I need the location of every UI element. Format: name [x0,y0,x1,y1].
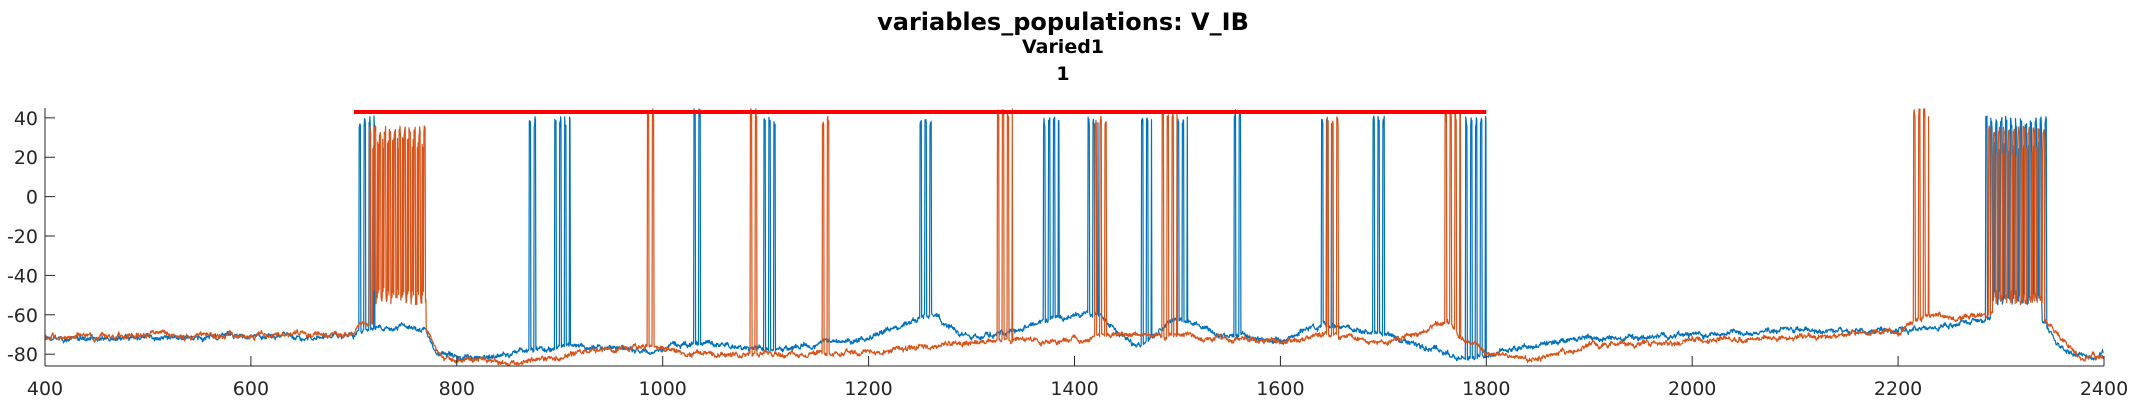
chart-subtitle-value: 1 [1056,63,1069,85]
x-tick-label: 1200 [844,378,892,400]
y-tick-label: 40 [14,108,38,130]
x-tick-label: 800 [439,378,475,400]
y-tick-label: 0 [26,187,38,209]
y-tick-label: -40 [7,265,38,287]
x-tick-label: 2200 [1874,378,1922,400]
y-tick-label: -80 [7,344,38,366]
x-tick-label: 1400 [1050,378,1098,400]
y-tick-label: -60 [7,305,38,327]
x-tick-label: 2400 [2080,378,2128,400]
x-tick-label: 1600 [1256,378,1304,400]
x-tick-label: 2000 [1668,378,1716,400]
x-tick-label: 400 [27,378,63,400]
series-line-2 [44,108,2105,366]
series-layer [44,108,2105,366]
x-tick-label: 600 [233,378,269,400]
x-tick-label: 1000 [639,378,687,400]
series-line-1 [44,108,2105,362]
y-tick-label: -20 [7,226,38,248]
chart-title: variables_populations: V_IB [877,8,1249,36]
chart-subtitle: Varied1 [1022,36,1104,58]
y-tick-label: 20 [14,147,38,169]
axes: 400 600 800 1000 1200 1400 1600 1800 2000 2200 240… [7,108,2128,400]
x-tick-label: 1800 [1462,378,1510,400]
